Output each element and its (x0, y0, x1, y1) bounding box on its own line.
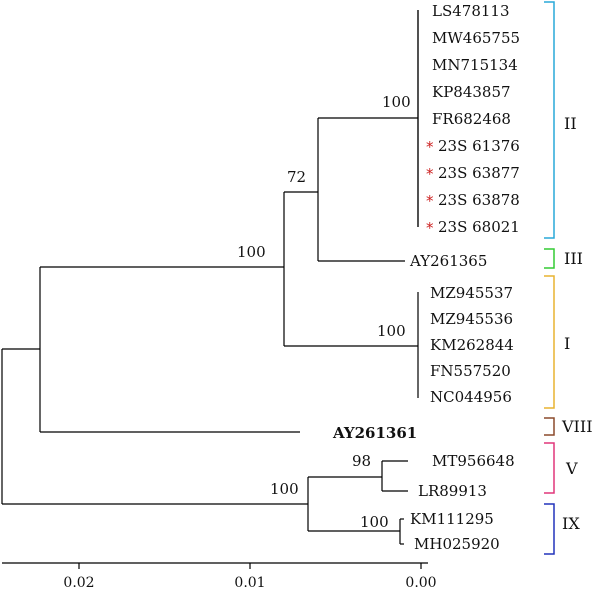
leaf-label: KM111295 (410, 510, 494, 528)
scale-tick-label: 0.00 (405, 575, 436, 589)
leaf-label: MN715134 (432, 56, 518, 74)
leaf-label: MT956648 (432, 452, 515, 470)
clade-label-II: II (564, 114, 577, 133)
leaf-labels: LS478113 MW465755 MN715134 KP843857 FR68… (332, 2, 520, 553)
clade-bracket-II (544, 1, 555, 239)
leaf-label: LR89913 (418, 482, 487, 500)
branches (1, 10, 419, 545)
clade-bracket-I (544, 275, 555, 409)
leaf-label: MZ945536 (430, 310, 513, 328)
clade-label-I: I (564, 334, 570, 353)
clade-label-V: V (565, 459, 578, 478)
distance-scale-axis: 0.02 0.01 0.00 (2, 562, 437, 589)
leaf-label: 23S 63878 (438, 191, 520, 209)
bootstrap-values: 100 72 100 100 98 100 100 (237, 93, 411, 531)
leaf-label: AY261365 (409, 252, 487, 270)
highlight-star-icon: * (426, 192, 434, 210)
clade-label-VIII: VIII (561, 417, 593, 436)
leaf-label: MH025920 (414, 535, 500, 553)
clade-brackets: II III I VIII V IX (544, 1, 593, 555)
leaf-label: MZ945537 (430, 284, 513, 302)
leaf-label: KM262844 (430, 336, 514, 354)
leaf-label: NC044956 (430, 388, 512, 406)
leaf-label: LS478113 (432, 2, 510, 20)
leaf-label: MW465755 (432, 29, 520, 47)
clade-bracket-III (544, 248, 555, 269)
highlight-star-icon: * (426, 138, 434, 156)
clade-bracket-IX (544, 503, 555, 555)
leaf-label: KP843857 (432, 83, 511, 101)
highlight-star-icon: * (426, 165, 434, 183)
clade-label-IX: IX (562, 514, 580, 533)
scale-tick-label: 0.01 (234, 575, 265, 589)
clade-label-III: III (564, 249, 583, 268)
clade-bracket-VIII (544, 417, 555, 436)
bootstrap-value: 98 (352, 452, 371, 470)
bootstrap-value: 100 (377, 322, 406, 340)
leaf-label: AY261361 (332, 424, 417, 442)
scale-tick-label: 0.02 (63, 575, 94, 589)
leaf-label: 23S 68021 (438, 218, 520, 236)
clade-bracket-V (544, 442, 555, 494)
leaf-label: FR682468 (432, 110, 511, 128)
leaf-label: 23S 63877 (438, 164, 520, 182)
bootstrap-value: 100 (360, 513, 389, 531)
highlight-star-icon: * (426, 219, 434, 237)
bootstrap-value: 100 (382, 93, 411, 111)
bootstrap-value: 100 (237, 243, 266, 261)
leaf-label: FN557520 (430, 362, 511, 380)
leaf-label: 23S 61376 (438, 137, 520, 155)
bootstrap-value: 72 (287, 168, 306, 186)
bootstrap-value: 100 (270, 480, 299, 498)
